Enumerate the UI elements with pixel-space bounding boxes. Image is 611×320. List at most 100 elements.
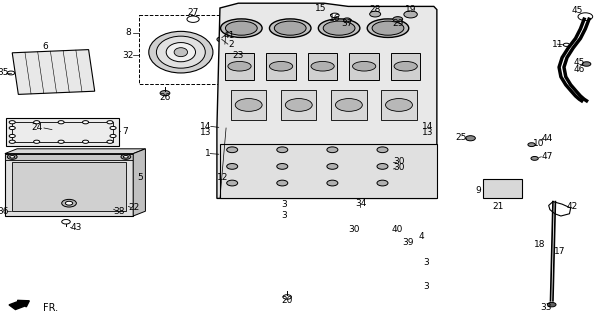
Text: 2: 2	[228, 40, 234, 49]
Circle shape	[283, 295, 291, 299]
Ellipse shape	[221, 19, 262, 37]
Text: 40: 40	[392, 225, 403, 234]
Circle shape	[563, 43, 569, 46]
Circle shape	[377, 164, 388, 169]
Circle shape	[582, 62, 591, 66]
Circle shape	[9, 121, 15, 124]
Text: 35: 35	[0, 68, 9, 77]
Ellipse shape	[386, 99, 412, 111]
Text: 37: 37	[342, 19, 353, 28]
Text: 47: 47	[541, 152, 552, 161]
Text: 34: 34	[355, 199, 366, 208]
Ellipse shape	[285, 99, 312, 111]
Circle shape	[393, 17, 403, 22]
Text: 27: 27	[188, 8, 199, 17]
Circle shape	[331, 13, 339, 18]
Text: 16: 16	[329, 14, 340, 23]
Text: 42: 42	[567, 202, 578, 211]
Text: 22: 22	[129, 203, 140, 212]
Ellipse shape	[318, 19, 360, 37]
Text: 3: 3	[423, 282, 430, 291]
Bar	[281, 90, 316, 120]
Text: 3: 3	[281, 211, 287, 220]
Bar	[231, 90, 266, 120]
Circle shape	[107, 140, 113, 143]
Ellipse shape	[235, 99, 262, 111]
Text: 14: 14	[422, 122, 433, 131]
Text: 21: 21	[492, 202, 503, 211]
Bar	[266, 53, 296, 80]
Circle shape	[9, 134, 15, 138]
Text: 5: 5	[137, 173, 144, 182]
Circle shape	[82, 121, 89, 124]
Ellipse shape	[372, 21, 404, 35]
Text: 23: 23	[233, 51, 244, 60]
Ellipse shape	[174, 48, 188, 57]
Text: 29: 29	[392, 19, 403, 28]
Text: 36: 36	[0, 207, 9, 216]
Circle shape	[370, 11, 381, 17]
Text: 26: 26	[159, 93, 170, 102]
Circle shape	[277, 147, 288, 153]
Bar	[6, 118, 119, 146]
Text: 1: 1	[205, 149, 211, 158]
Ellipse shape	[156, 36, 205, 68]
Text: 25: 25	[456, 133, 467, 142]
Ellipse shape	[311, 61, 334, 71]
Text: 11: 11	[552, 40, 563, 49]
Text: 15: 15	[315, 4, 326, 13]
Circle shape	[327, 164, 338, 169]
Text: 13: 13	[422, 128, 433, 137]
Text: 8: 8	[125, 28, 131, 37]
Text: 3: 3	[281, 200, 287, 209]
Ellipse shape	[353, 61, 376, 71]
Circle shape	[7, 71, 15, 75]
Text: 14: 14	[200, 122, 211, 131]
Circle shape	[404, 11, 417, 18]
Ellipse shape	[394, 61, 417, 71]
Polygon shape	[133, 149, 145, 216]
Text: 30: 30	[393, 164, 404, 172]
Text: 9: 9	[475, 186, 481, 195]
Ellipse shape	[149, 31, 213, 73]
Circle shape	[58, 121, 64, 124]
Bar	[139, 15, 225, 84]
Text: 28: 28	[370, 5, 381, 14]
Text: 10: 10	[533, 140, 544, 148]
Ellipse shape	[323, 21, 355, 35]
Text: 39: 39	[403, 238, 414, 247]
Bar	[5, 154, 133, 160]
Text: 3: 3	[423, 258, 430, 267]
Circle shape	[107, 121, 113, 124]
Text: 30: 30	[393, 157, 404, 166]
Text: 41: 41	[224, 31, 235, 40]
Text: 38: 38	[114, 207, 125, 216]
Circle shape	[227, 164, 238, 169]
Circle shape	[34, 140, 40, 143]
Text: 30: 30	[349, 225, 360, 234]
Circle shape	[227, 147, 238, 153]
Circle shape	[34, 121, 40, 124]
Polygon shape	[12, 50, 95, 94]
Ellipse shape	[269, 61, 293, 71]
Ellipse shape	[269, 19, 311, 37]
Bar	[391, 53, 420, 80]
Circle shape	[466, 136, 475, 141]
Text: 13: 13	[200, 128, 211, 137]
Text: 12: 12	[218, 173, 229, 182]
Circle shape	[377, 180, 388, 186]
Text: 46: 46	[574, 65, 585, 74]
Bar	[308, 53, 337, 80]
Bar	[12, 122, 113, 142]
Text: 44: 44	[541, 134, 552, 143]
Text: 4: 4	[419, 232, 425, 241]
Text: 17: 17	[554, 247, 565, 256]
Text: 24: 24	[31, 124, 42, 132]
Ellipse shape	[225, 21, 257, 35]
Circle shape	[7, 154, 17, 159]
Ellipse shape	[228, 61, 251, 71]
Circle shape	[123, 156, 128, 158]
Circle shape	[578, 13, 593, 20]
Text: 33: 33	[540, 303, 551, 312]
Circle shape	[277, 164, 288, 169]
